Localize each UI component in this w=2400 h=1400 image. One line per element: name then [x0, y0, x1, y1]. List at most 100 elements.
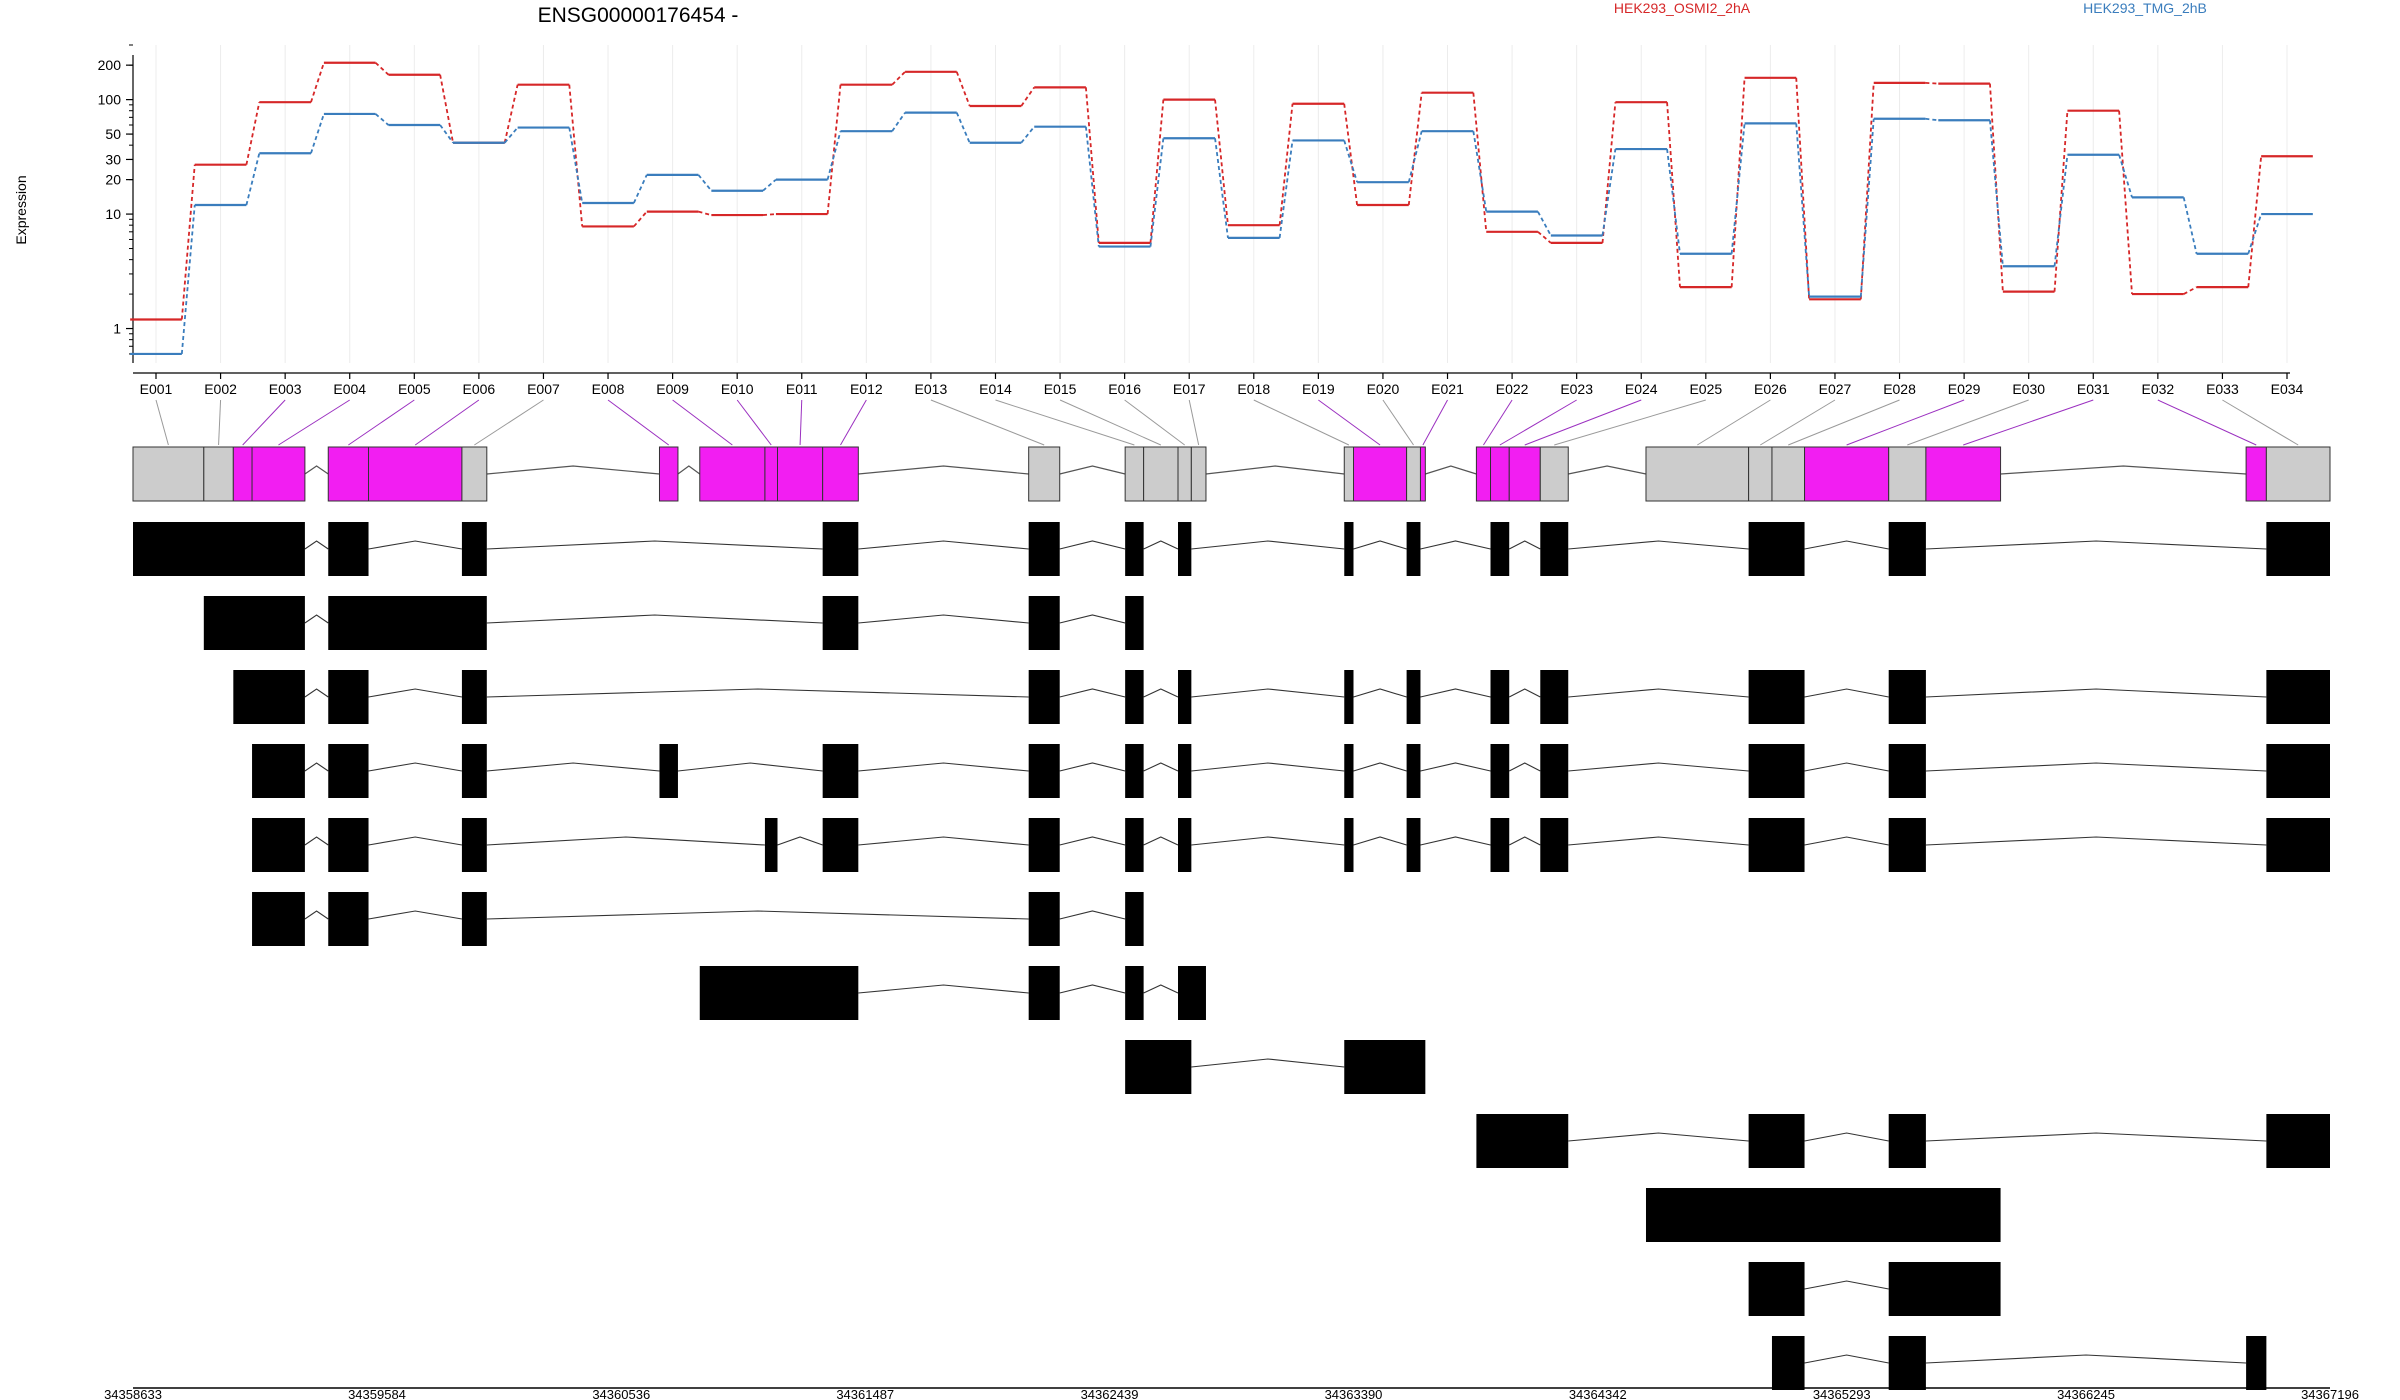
transcript-intron — [1508, 540, 1541, 550]
transcript-intron — [368, 688, 463, 698]
transcript-intron — [1143, 836, 1179, 846]
model-exon-part — [132, 446, 205, 502]
transcript-intron — [304, 836, 329, 846]
transcript-exon — [2266, 670, 2330, 724]
transcript-intron — [1508, 762, 1541, 772]
exon-tick-label: E013 — [915, 381, 948, 397]
exon-tick-label: E033 — [2206, 381, 2239, 397]
exon-tick-label: E024 — [1625, 381, 1658, 397]
transcript-intron — [486, 762, 660, 772]
model-exon-part — [699, 446, 766, 502]
model-exon-part — [658, 446, 679, 502]
coord-tick-label: 34360536 — [592, 1387, 650, 1400]
series-connector — [1795, 77, 1811, 300]
exon-tick-label: E025 — [1689, 381, 1722, 397]
series-connector — [1859, 82, 1875, 300]
exon-tick-label: E032 — [2141, 381, 2174, 397]
transcript-exon — [2266, 744, 2330, 798]
model-exon-part — [1508, 446, 1541, 502]
transcript-intron — [1191, 540, 1345, 550]
transcript-exon — [328, 670, 369, 724]
series-connector — [245, 101, 261, 165]
model-connector — [1760, 399, 1836, 446]
transcript-exon — [328, 522, 369, 576]
series-connector — [1472, 92, 1488, 232]
transcript-exon — [1540, 744, 1569, 798]
y-tick-label: 100 — [98, 92, 122, 108]
transcript-intron — [1804, 1280, 1889, 1290]
model-connector — [155, 399, 169, 446]
series-connector — [1925, 81, 1939, 85]
transcript-intron — [486, 836, 765, 846]
model-connector — [1788, 399, 1900, 446]
series-connector — [2247, 156, 2263, 288]
model-exon-part — [1490, 446, 1510, 502]
transcript-exon — [461, 744, 487, 798]
transcript-intron — [368, 540, 463, 550]
transcript-intron — [1191, 762, 1345, 772]
coord-tick-label: 34361487 — [836, 1387, 894, 1400]
model-connector — [1907, 399, 2029, 446]
model-exon-part — [461, 446, 488, 502]
model-exon-part — [232, 446, 253, 502]
genomic-coordinate-axis: 34358633 34359584 34360536 34361487 34362439… — [104, 1387, 2359, 1400]
model-exon-part — [1190, 446, 1207, 502]
transcript-exon — [1178, 670, 1192, 724]
coord-tick-label: 34366245 — [2057, 1387, 2115, 1400]
transcript-intron — [1420, 540, 1491, 550]
transcript-intron — [1143, 984, 1179, 994]
exon-tick-label: E034 — [2271, 381, 2304, 397]
model-exon-part — [1539, 446, 1569, 502]
series-connector — [697, 174, 713, 192]
series-connector — [310, 62, 325, 103]
coord-tick-label: 34362439 — [1081, 1387, 1139, 1400]
transcript-intron — [1568, 836, 1749, 846]
series-connector — [891, 71, 906, 86]
transcript-exon — [328, 596, 487, 650]
transcript-exon — [1490, 818, 1510, 872]
model-exon-part — [2245, 446, 2267, 502]
model-connector — [736, 399, 772, 446]
transcript-intron — [1804, 1354, 1889, 1364]
transcript-exon — [328, 892, 369, 946]
transcript-intron — [1420, 688, 1491, 698]
model-exon-part — [1475, 446, 1492, 502]
transcript-intron — [1059, 910, 1126, 920]
exon-tick-label: E026 — [1754, 381, 1787, 397]
transcript-intron — [1059, 614, 1126, 624]
transcript-intron — [304, 762, 329, 772]
transcript-exon — [461, 818, 487, 872]
series-connector — [374, 113, 390, 126]
transcript-track — [1748, 1262, 2001, 1316]
exon-tick-label: E008 — [592, 381, 625, 397]
model-connector — [1422, 399, 1448, 446]
model-intron — [2000, 465, 2247, 475]
model-connector — [1554, 399, 1706, 446]
model-exon-part — [1343, 446, 1354, 502]
transcript-intron — [1353, 762, 1407, 772]
transcript-exon — [1490, 744, 1510, 798]
transcript-exon — [764, 818, 778, 872]
exon-tick-label: E003 — [269, 381, 302, 397]
exon-tick-label: E009 — [656, 381, 689, 397]
model-connector — [672, 399, 733, 446]
exon-tick-label: E027 — [1819, 381, 1852, 397]
transcript-intron — [368, 910, 463, 920]
model-connector — [474, 399, 544, 446]
transcript-exon — [1125, 522, 1144, 576]
model-connector — [1253, 399, 1350, 446]
transcript-exon — [1028, 818, 1060, 872]
transcript-intron — [1353, 688, 1407, 698]
transcript-exon — [1888, 818, 1926, 872]
transcript-intron — [1059, 836, 1126, 846]
transcript-exon — [1125, 744, 1144, 798]
transcript-track — [203, 596, 1144, 650]
model-exon-part — [1028, 446, 1061, 502]
y-tick-label: 20 — [105, 172, 121, 188]
exon-tick-label: E011 — [786, 381, 818, 397]
transcript-intron — [304, 614, 329, 624]
model-exon-part — [1925, 446, 2002, 502]
transcript-exon — [1028, 744, 1060, 798]
exon-tick-label: E010 — [721, 381, 754, 397]
series-connector — [374, 62, 390, 76]
